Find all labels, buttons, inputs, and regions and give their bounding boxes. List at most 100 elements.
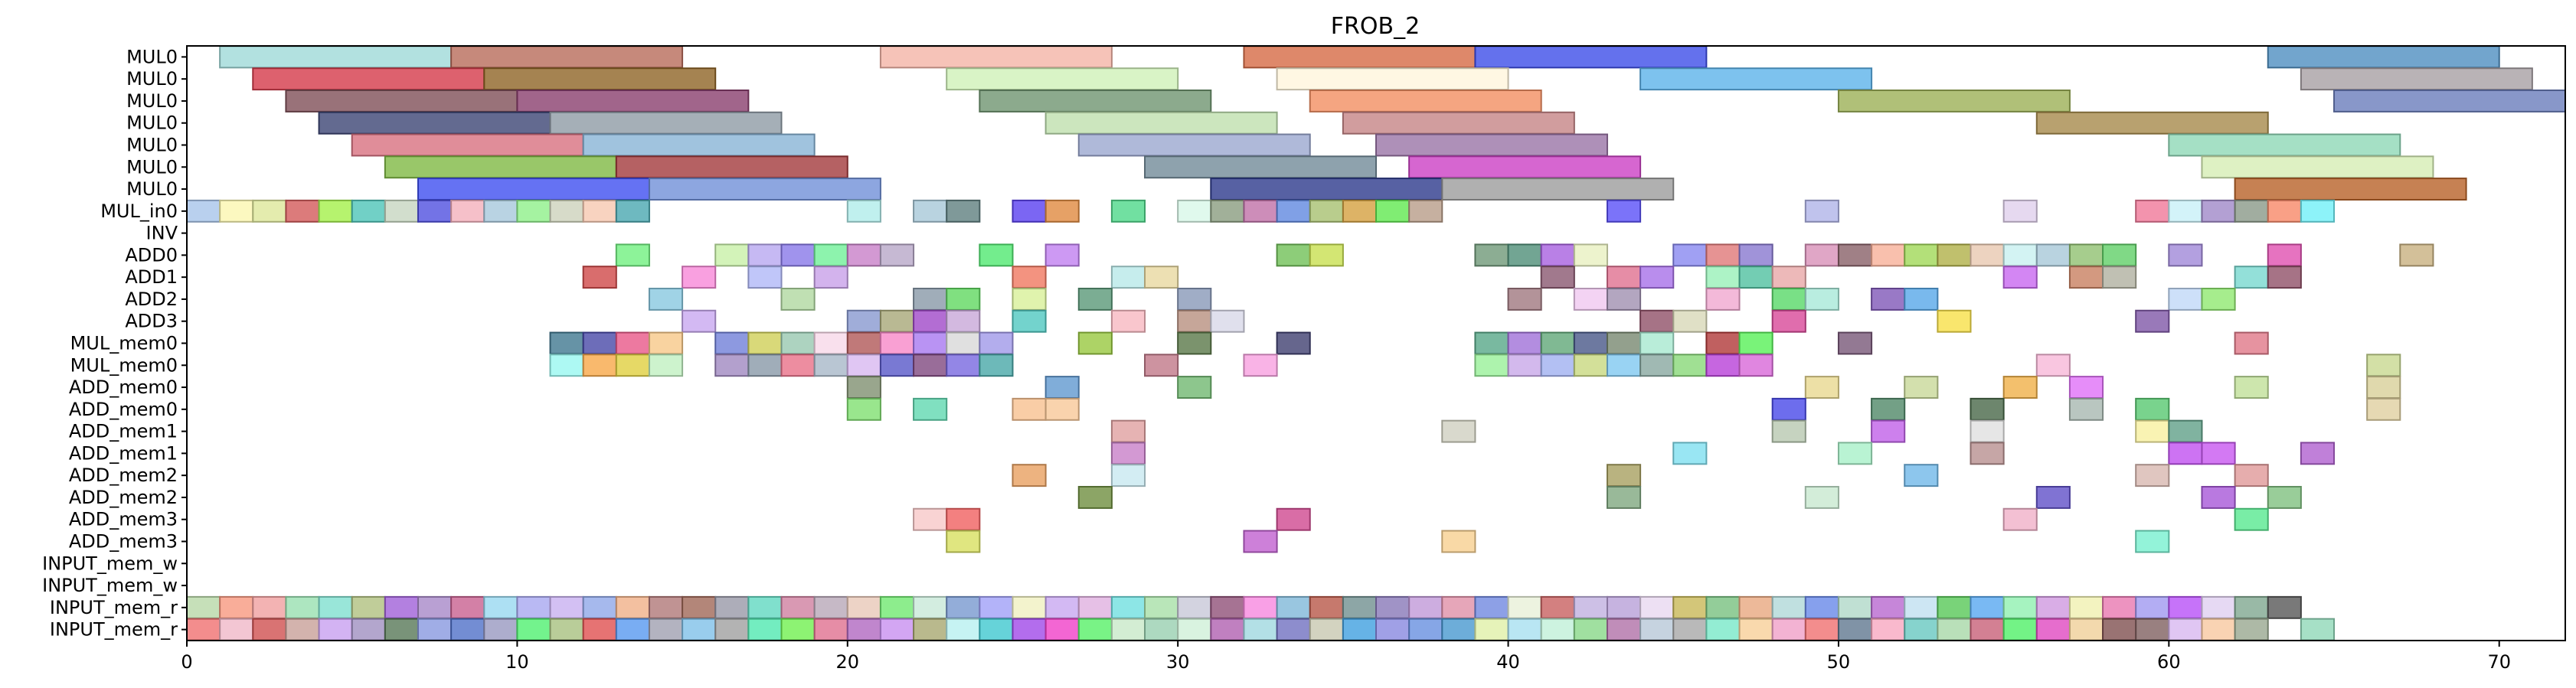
task-bar (1705, 618, 1741, 641)
task-bar (1507, 287, 1542, 311)
task-bar (1110, 199, 1146, 223)
task-bar (714, 618, 750, 641)
task-bar (2168, 243, 2203, 267)
task-bar (516, 89, 750, 112)
task-bar (2234, 178, 2467, 201)
task-bar (1210, 178, 1443, 201)
task-bar (846, 331, 881, 355)
task-bar (2300, 199, 2336, 223)
task-bar (615, 354, 650, 377)
task-bar (1904, 376, 1939, 399)
task-bar (1044, 376, 1080, 399)
task-bar (879, 309, 915, 333)
y-tick-label: ADD_mem2 (69, 465, 178, 486)
task-bar (648, 287, 684, 311)
task-bar (1771, 595, 1806, 619)
task-bar (1738, 618, 1773, 641)
task-bar (1044, 397, 1080, 421)
task-bar (1639, 266, 1675, 289)
task-bar (1540, 243, 1575, 267)
task-bar (1672, 618, 1708, 641)
task-bar (747, 331, 783, 355)
task-bar (1474, 243, 1509, 267)
task-bar (1738, 331, 1773, 355)
task-bar (2267, 595, 2302, 619)
x-tick-label: 50 (1827, 651, 1851, 673)
task-bar (1804, 485, 1839, 509)
task-bar (913, 199, 948, 223)
task-bar (1871, 287, 1906, 311)
task-bar (2234, 376, 2269, 399)
task-bar (2168, 595, 2203, 619)
task-bar (879, 243, 915, 267)
task-bar (615, 155, 848, 179)
task-bar (913, 354, 948, 377)
task-bar (846, 354, 881, 377)
y-tick-label: INPUT_mem_r (50, 619, 178, 641)
task-bar (780, 331, 816, 355)
task-bar (1177, 595, 1212, 619)
task-bar (252, 199, 287, 223)
task-bar (682, 595, 717, 619)
x-tick-label: 60 (2157, 651, 2181, 673)
task-bar (1705, 266, 1741, 289)
task-bar (747, 354, 783, 377)
task-bar (1012, 595, 1047, 619)
task-bar (252, 595, 287, 619)
task-bar (846, 618, 881, 641)
task-bar (252, 67, 485, 91)
task-bar (384, 199, 419, 223)
task-bar (1904, 243, 1939, 267)
task-bar (1210, 595, 1245, 619)
task-bar (1110, 309, 1146, 333)
task-bar (1904, 464, 1939, 487)
task-bar (1077, 287, 1113, 311)
task-bar (285, 618, 320, 641)
task-bar (615, 595, 650, 619)
task-bar (979, 595, 1014, 619)
task-bar (813, 243, 848, 267)
task-bar (946, 595, 981, 619)
task-bar (1672, 354, 1708, 377)
task-bar (946, 309, 981, 333)
task-bar (2035, 354, 2071, 377)
task-bar (1144, 618, 1179, 641)
task-bar (2135, 199, 2170, 223)
task-bar (1177, 376, 1212, 399)
task-bar (1871, 243, 1906, 267)
task-bar (1309, 595, 1344, 619)
task-bar (2068, 618, 2104, 641)
task-bar (318, 111, 551, 135)
task-bar (219, 45, 453, 69)
task-bar (1970, 442, 2005, 465)
task-bar (879, 354, 915, 377)
task-bar (846, 309, 881, 333)
task-bar (946, 530, 981, 553)
y-tick-label: ADD_mem3 (69, 509, 178, 530)
task-bar (682, 618, 717, 641)
task-bar (682, 266, 717, 289)
task-bar (2234, 595, 2269, 619)
task-bar (913, 595, 948, 619)
task-bar (1705, 354, 1741, 377)
task-bar (1210, 618, 1245, 641)
task-bar (2135, 530, 2170, 553)
task-bar (1210, 199, 1245, 223)
task-bar (1012, 464, 1047, 487)
task-bar (2135, 397, 2170, 421)
task-bar (913, 287, 948, 311)
task-bar (1177, 309, 1212, 333)
task-bar (2035, 618, 2071, 641)
task-bar (219, 199, 254, 223)
task-bar (1606, 287, 1642, 311)
task-bar (2201, 485, 2236, 509)
task-bar (1375, 199, 1411, 223)
task-bar (1639, 618, 1675, 641)
task-bar (1837, 442, 1873, 465)
task-bar (2234, 618, 2269, 641)
task-bar (2267, 199, 2302, 223)
y-tick-label: MUL0 (126, 135, 178, 156)
task-bar (1804, 287, 1839, 311)
task-bar (1243, 199, 1278, 223)
